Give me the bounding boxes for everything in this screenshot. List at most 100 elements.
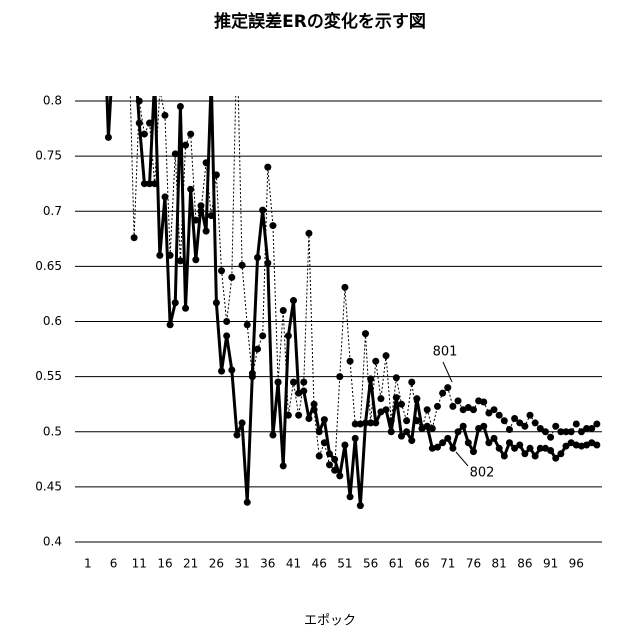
x-tick-label: 86 xyxy=(517,557,532,571)
data-point xyxy=(506,426,513,433)
data-point xyxy=(182,142,189,149)
data-point xyxy=(403,417,410,424)
data-point xyxy=(300,387,307,394)
data-point xyxy=(388,428,395,435)
data-point xyxy=(172,299,179,306)
leader-line xyxy=(443,362,452,382)
data-point xyxy=(275,379,282,386)
data-point xyxy=(223,332,230,339)
data-point xyxy=(233,31,240,38)
data-point xyxy=(228,367,235,374)
data-point xyxy=(269,432,276,439)
data-point xyxy=(547,447,554,454)
data-point xyxy=(177,103,184,110)
x-tick-label: 61 xyxy=(389,557,404,571)
data-point xyxy=(218,368,225,375)
data-point xyxy=(552,423,559,430)
series-label: 801 xyxy=(433,345,458,360)
data-point xyxy=(372,358,379,365)
data-point xyxy=(326,461,333,468)
data-point xyxy=(424,423,431,430)
x-tick-label: 41 xyxy=(286,557,301,571)
x-tick-label: 81 xyxy=(492,557,507,571)
x-tick-label: 56 xyxy=(363,557,378,571)
data-point xyxy=(213,299,220,306)
series-label: 802 xyxy=(470,466,495,481)
data-point xyxy=(501,417,508,424)
data-point xyxy=(357,502,364,509)
data-point xyxy=(208,75,215,82)
data-point xyxy=(347,493,354,500)
y-tick-label: 0.65 xyxy=(35,259,62,273)
series-line xyxy=(88,0,597,470)
data-point xyxy=(449,403,456,410)
data-point xyxy=(316,453,323,460)
y-tick-label: 0.6 xyxy=(43,314,62,328)
data-point xyxy=(197,202,204,209)
data-point xyxy=(444,435,451,442)
data-point xyxy=(316,428,323,435)
data-point xyxy=(244,321,251,328)
data-point xyxy=(460,423,467,430)
data-point xyxy=(125,9,132,16)
data-point xyxy=(527,412,534,419)
data-point xyxy=(146,180,153,187)
y-tick-label: 0.75 xyxy=(35,149,62,163)
y-tick-label: 0.55 xyxy=(35,369,62,383)
data-point xyxy=(187,186,194,193)
data-point xyxy=(326,450,333,457)
data-point xyxy=(480,423,487,430)
data-point xyxy=(285,332,292,339)
data-point xyxy=(249,370,256,377)
x-tick-label: 31 xyxy=(234,557,249,571)
data-point xyxy=(264,164,271,171)
y-tick-label: 0.45 xyxy=(35,479,62,493)
data-point xyxy=(141,131,148,138)
data-point xyxy=(192,256,199,263)
data-point xyxy=(259,332,266,339)
data-point xyxy=(506,439,513,446)
data-point xyxy=(203,228,210,235)
data-point xyxy=(470,448,477,455)
data-point xyxy=(434,403,441,410)
x-tick-label: 16 xyxy=(157,557,172,571)
data-point xyxy=(521,423,528,430)
data-point xyxy=(161,112,168,119)
data-point xyxy=(290,297,297,304)
data-point xyxy=(470,406,477,413)
data-point xyxy=(131,42,138,49)
data-point xyxy=(125,42,132,49)
x-tick-label: 96 xyxy=(569,557,584,571)
data-point xyxy=(516,441,523,448)
data-point xyxy=(444,384,451,391)
data-point xyxy=(341,441,348,448)
data-point xyxy=(542,428,549,435)
chart-title: 推定誤差ERの変化を示す図 xyxy=(214,11,426,32)
x-tick-label: 21 xyxy=(183,557,198,571)
x-tick-label: 46 xyxy=(312,557,327,571)
data-point xyxy=(383,352,390,359)
data-point xyxy=(156,252,163,259)
data-point xyxy=(480,398,487,405)
data-point xyxy=(305,415,312,422)
data-point xyxy=(496,412,503,419)
data-point xyxy=(254,254,261,261)
data-point xyxy=(455,428,462,435)
data-point xyxy=(218,267,225,274)
data-point xyxy=(264,260,271,267)
data-point xyxy=(321,416,328,423)
x-axis-label: エポック xyxy=(304,614,356,629)
data-point xyxy=(290,379,297,386)
data-point xyxy=(280,462,287,469)
data-point xyxy=(182,305,189,312)
data-point xyxy=(259,207,266,214)
data-point xyxy=(532,453,539,460)
x-tick-label: 51 xyxy=(337,557,352,571)
data-point xyxy=(413,395,420,402)
y-tick-label: 0.4 xyxy=(43,535,62,549)
x-tick-label: 1 xyxy=(84,557,92,571)
data-point xyxy=(110,42,117,49)
data-point xyxy=(491,435,498,442)
data-point xyxy=(161,193,168,200)
data-point xyxy=(110,42,117,49)
